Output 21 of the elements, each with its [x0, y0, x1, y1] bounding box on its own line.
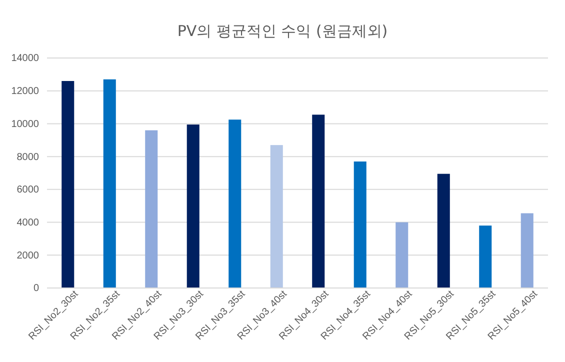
y-tick-label: 0 — [33, 283, 40, 294]
bar — [520, 213, 534, 288]
chart-title: PV의 평균적인 수익 (원금제외) — [177, 22, 388, 40]
bar — [103, 79, 116, 288]
bar — [479, 226, 492, 288]
bar — [270, 145, 283, 288]
bar — [62, 81, 74, 288]
bar — [354, 162, 366, 288]
bar — [437, 174, 450, 288]
y-tick-label: 14000 — [11, 53, 40, 64]
y-tick-label: 4000 — [16, 217, 40, 228]
y-tick-label: 2000 — [16, 250, 40, 262]
y-tick-label: 10000 — [11, 118, 40, 130]
y-tick-label: 8000 — [16, 152, 40, 163]
bar — [145, 130, 158, 288]
bar — [396, 222, 408, 288]
y-tick-label: 6000 — [16, 184, 40, 196]
bar — [228, 120, 242, 288]
bar — [312, 114, 325, 288]
y-tick-label: 12000 — [11, 86, 40, 98]
bar — [186, 124, 200, 288]
